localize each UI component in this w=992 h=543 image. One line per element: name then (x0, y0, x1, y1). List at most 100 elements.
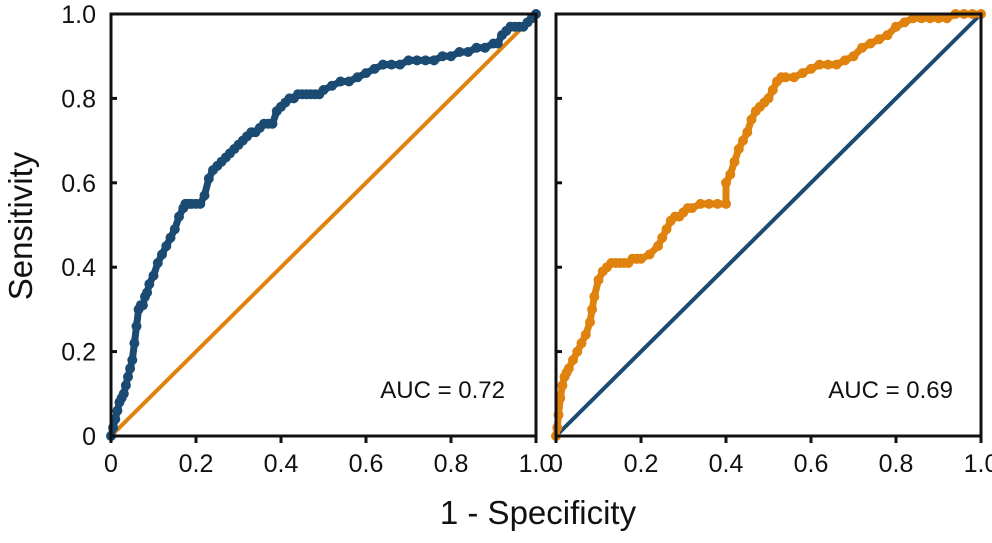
panel-right-roc-point (557, 380, 568, 391)
panel-left-roc-point (137, 300, 148, 311)
panel-right-frame (554, 12, 983, 438)
panel-left-roc-point (318, 85, 329, 95)
panel-left-roc-point (157, 249, 167, 260)
panel-right-roc-point (780, 72, 791, 83)
panel-right-roc-point (865, 38, 876, 49)
panel-right-x-tick-label: 1.0 (964, 450, 992, 478)
panel-right-roc-point (763, 93, 774, 104)
panel-left-roc-point (110, 414, 121, 425)
panel-left-roc-point (352, 72, 363, 83)
panel-left-roc-point (195, 198, 206, 209)
panel-right-series-diagonal (554, 12, 983, 438)
panel-right-roc-point (891, 21, 901, 32)
panel-right-roc-point (712, 198, 723, 209)
panel-left-roc-point (152, 258, 163, 268)
panel-right-roc-point (899, 17, 910, 28)
panel-left-roc-point (412, 55, 422, 66)
panel-left-y-tick-label: 0.8 (61, 85, 96, 113)
panel-left-frame (109, 12, 538, 438)
panel-left-roc-point (174, 211, 184, 222)
panel-right-roc-point (933, 13, 944, 24)
panel-right-roc-point (589, 291, 600, 302)
panel-left-roc-point (112, 405, 123, 416)
panel-left-roc-point (129, 338, 140, 349)
panel-right-roc-point (695, 198, 706, 209)
panel-left-roc-point (327, 80, 337, 91)
panel-right-roc-point (721, 198, 731, 209)
panel-left-y-tick-label: 0.2 (61, 339, 96, 367)
panel-left-roc-point (420, 55, 431, 66)
panel-left-roc-point (403, 55, 414, 66)
panel-right-roc-point (789, 72, 799, 83)
panel-right-roc-point (687, 203, 697, 214)
panel-left-roc-point (454, 47, 465, 57)
panel-right-roc-point (874, 34, 884, 45)
panel-left-y-tick-label: 0.4 (61, 254, 96, 282)
panel-left-roc-point (446, 51, 456, 62)
panel-right-roc-point (797, 68, 808, 79)
panel-right-roc-point (657, 232, 668, 243)
panel-right-roc-point (587, 304, 598, 315)
right-auc-annotation: AUC = 0.69 (828, 377, 953, 404)
panel-right-series-curve (551, 9, 986, 441)
panel-right-roc-point (576, 338, 587, 349)
panel-left-y-tick-label: 0 (82, 423, 96, 451)
panel-left-roc-point (203, 173, 214, 184)
panel-left-roc-point (123, 371, 133, 382)
panel-left-roc-point (369, 63, 380, 74)
panel-right-roc-point (555, 393, 566, 403)
panel-left-roc-point (361, 68, 371, 79)
panel-left-roc-point (125, 363, 136, 374)
panel-left-roc-point (471, 42, 482, 53)
panel-right-roc-point (882, 30, 893, 41)
panel-left-series-diagonal (109, 12, 538, 438)
panel-right-roc-point (823, 59, 833, 70)
y-axis-title: Sensitivity (2, 151, 39, 300)
panel-right-roc-point (644, 249, 655, 260)
panel-right-roc-point (585, 317, 595, 328)
panel-left-roc-point (142, 287, 153, 298)
panel-right-roc-point (814, 59, 825, 70)
panel-left-roc-point (395, 59, 405, 70)
panel-right-roc-point (742, 127, 753, 138)
panel-left-roc-point (131, 321, 142, 332)
panel-right-roc-point (908, 13, 918, 24)
panel-right-x-tick-label: 0 (549, 450, 563, 478)
panel-right-x-tick-label: 0.6 (794, 450, 829, 478)
panel-right-roc-point (572, 346, 583, 357)
panel-right-roc-point (767, 85, 778, 95)
panel-right-roc-point (636, 253, 646, 264)
panel-right-roc-point (840, 55, 850, 66)
panel-left-roc-point (335, 76, 346, 87)
left-auc-annotation: AUC = 0.72 (380, 377, 505, 404)
panel-left-roc-point (169, 224, 180, 235)
x-axis-title: 1 - Specificity (440, 494, 637, 531)
panel-right-roc-point (831, 59, 842, 70)
panel-right-roc-point (704, 198, 714, 209)
panel-left-roc-point (127, 355, 138, 365)
panel-right-roc-point (721, 177, 731, 188)
panel-right-roc-point (848, 51, 859, 62)
panel-left-roc-point (165, 232, 176, 243)
panel-left-roc-point (429, 55, 439, 66)
panel-left-roc-point (463, 47, 473, 57)
panel-left-x-tick-label: 0.4 (264, 450, 299, 478)
panel-left-x-tick-label: 0.2 (179, 450, 214, 478)
panel-left-reference-line (109, 12, 538, 438)
panel-left-roc-point (148, 270, 159, 281)
panel-right-roc-point (725, 169, 736, 180)
panel-left-roc-point (480, 42, 490, 53)
panel-left-y-tick-label: 1.0 (61, 1, 96, 29)
panel-right-x-tick-label: 0.4 (709, 450, 744, 478)
panel-right-roc-point (916, 13, 927, 24)
panel-right-x-tick-label: 0.8 (879, 450, 914, 478)
panel-right-roc-point (729, 156, 740, 167)
panel-left-roc-point (161, 241, 172, 252)
panel-right-roc-point (568, 355, 578, 365)
panel-left-roc-point (144, 279, 155, 290)
panel-left-roc-point (386, 59, 397, 70)
panel-left-roc-point (437, 51, 448, 62)
panel-left-roc-point (344, 76, 354, 87)
